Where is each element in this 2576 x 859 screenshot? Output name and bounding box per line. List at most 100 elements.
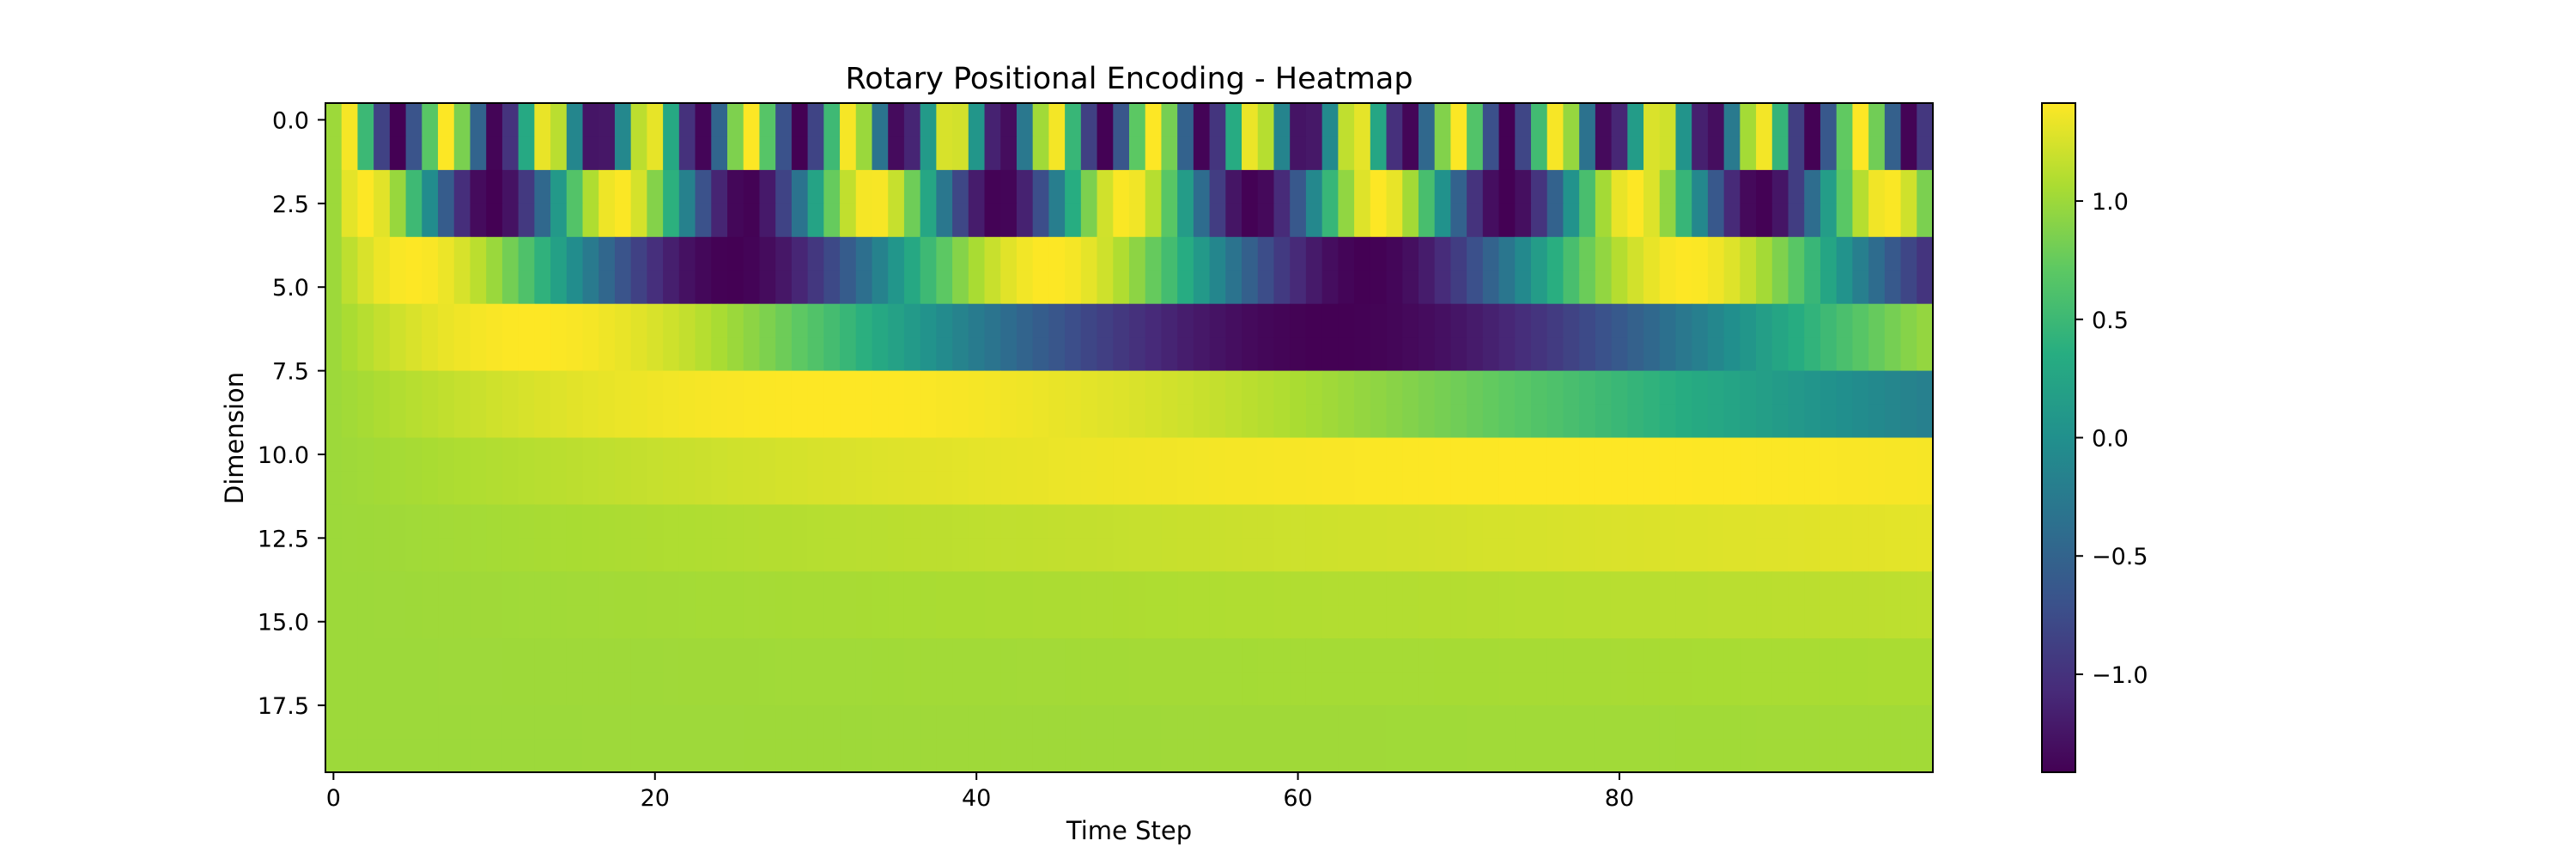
heatmap-cell [1402, 303, 1419, 338]
heatmap-cell [1016, 270, 1034, 305]
heatmap-cell [1080, 437, 1098, 472]
heatmap-cell [775, 203, 793, 238]
heatmap-cell [984, 103, 1001, 137]
heatmap-cell [1177, 437, 1194, 472]
heatmap-cell [374, 404, 391, 439]
heatmap-cell [1917, 739, 1934, 773]
y-tick-label: 2.5 [272, 192, 309, 218]
heatmap-cell [1868, 404, 1886, 439]
heatmap-cell [759, 404, 776, 439]
heatmap-cell [1386, 337, 1403, 372]
heatmap-cell [341, 303, 359, 338]
heatmap-cell [598, 605, 616, 639]
heatmap-cell [1563, 236, 1580, 271]
heatmap-cell [1000, 270, 1018, 305]
heatmap-cell [325, 404, 343, 439]
heatmap-cell [1611, 605, 1628, 639]
heatmap-cell [1498, 638, 1516, 673]
heatmap-cell [678, 739, 696, 773]
heatmap-cell [1836, 538, 1853, 572]
heatmap-cell [1579, 538, 1596, 572]
y-tick-label: 12.5 [258, 526, 309, 552]
heatmap-cell [486, 638, 503, 673]
heatmap-cell [775, 337, 793, 372]
heatmap-cell [1498, 103, 1516, 137]
heatmap-cell [775, 739, 793, 773]
heatmap-cell [518, 203, 535, 238]
heatmap-cell [1032, 672, 1049, 706]
heatmap-cell [614, 370, 632, 405]
heatmap-cell [1386, 504, 1403, 539]
heatmap-cell [1740, 605, 1757, 639]
heatmap-cell [1756, 638, 1773, 673]
heatmap-cell [1225, 504, 1242, 539]
heatmap-cell [1707, 203, 1725, 238]
heatmap-cell [357, 270, 374, 305]
heatmap-cell [550, 370, 568, 405]
heatmap-cell [695, 337, 712, 372]
heatmap-cell [1273, 370, 1291, 405]
heatmap-cell [1707, 303, 1725, 338]
heatmap-cell [1756, 538, 1773, 572]
heatmap-cell [1145, 437, 1163, 472]
heatmap-cell [952, 437, 969, 472]
heatmap-cell [1563, 404, 1580, 439]
heatmap-cell [1257, 203, 1275, 238]
heatmap-cell [518, 705, 535, 740]
heatmap-cell [1016, 203, 1034, 238]
heatmap-cell [1193, 739, 1211, 773]
heatmap-cell [920, 471, 937, 505]
heatmap-cell [1595, 538, 1613, 572]
heatmap-cell [1354, 236, 1371, 271]
heatmap-cell [1740, 236, 1757, 271]
heatmap-cell [1370, 203, 1388, 238]
heatmap-cell [374, 103, 391, 137]
heatmap-cell [1450, 538, 1467, 572]
heatmap-cell [1418, 437, 1436, 472]
heatmap-cell [486, 103, 503, 137]
heatmap-cell [807, 471, 824, 505]
heatmap-cell [678, 203, 696, 238]
heatmap-cell [1305, 437, 1323, 472]
heatmap-cell [389, 169, 407, 204]
heatmap-cell [1482, 504, 1500, 539]
heatmap-cell [807, 236, 824, 271]
heatmap-cell [1290, 303, 1307, 338]
heatmap-cell [1884, 303, 1902, 338]
heatmap-cell [1321, 236, 1339, 271]
heatmap-cell [1917, 538, 1934, 572]
heatmap-cell [1048, 270, 1066, 305]
heatmap-cell [888, 303, 905, 338]
heatmap-cell [663, 437, 680, 472]
heatmap-cell [1450, 739, 1467, 773]
heatmap-cell [1209, 672, 1226, 706]
heatmap-cell [1692, 203, 1709, 238]
heatmap-cell [614, 169, 632, 204]
heatmap-cell [1820, 471, 1838, 505]
heatmap-cell [888, 705, 905, 740]
heatmap-cell [1740, 337, 1757, 372]
heatmap-cell [1000, 103, 1018, 137]
heatmap-cell [1498, 571, 1516, 606]
heatmap-cell [984, 605, 1001, 639]
heatmap-cell [1242, 672, 1259, 706]
heatmap-cell [1000, 303, 1018, 338]
heatmap-cell [807, 605, 824, 639]
heatmap-cell [1177, 404, 1194, 439]
heatmap-cell [1740, 270, 1757, 305]
heatmap-cell [1675, 705, 1692, 740]
heatmap-cell [1321, 437, 1339, 472]
heatmap-cell [470, 705, 487, 740]
heatmap-cell [357, 538, 374, 572]
heatmap-cell [759, 437, 776, 472]
heatmap-cell [1836, 705, 1853, 740]
heatmap-cell [1016, 672, 1034, 706]
heatmap-cell [1402, 538, 1419, 572]
heatmap-cell [1692, 605, 1709, 639]
y-axis: 0.02.55.07.510.012.515.017.5 [258, 107, 325, 720]
heatmap-cell [855, 739, 873, 773]
heatmap-cell [1209, 404, 1226, 439]
heatmap-cell [1338, 404, 1355, 439]
heatmap-cell [1048, 739, 1066, 773]
colorbar-axis: 1.00.50.0−0.5−1.0 [2075, 189, 2148, 689]
